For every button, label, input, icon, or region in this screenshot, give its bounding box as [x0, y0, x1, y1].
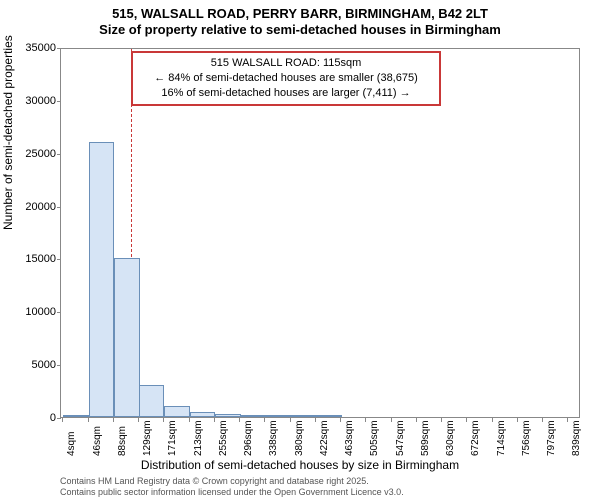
- y-tick-label: 35000: [16, 42, 56, 54]
- x-tick-mark: [214, 418, 215, 422]
- y-tick-label: 5000: [16, 359, 56, 371]
- y-tick-label: 30000: [16, 95, 56, 107]
- x-tick-label: 589sqm: [420, 420, 431, 456]
- histogram-bar: [240, 415, 265, 417]
- histogram-bar: [114, 258, 139, 417]
- x-tick-mark: [163, 418, 164, 422]
- x-tick-mark: [290, 418, 291, 422]
- x-tick-mark: [264, 418, 265, 422]
- callout-line3: 16% of semi-detached houses are larger (…: [139, 86, 433, 101]
- y-tick-label: 20000: [16, 201, 56, 213]
- x-tick-mark: [466, 418, 467, 422]
- y-axis-title: Number of semi-detached properties: [1, 35, 15, 230]
- x-tick-label: 463sqm: [344, 420, 355, 456]
- y-tick-label: 10000: [16, 306, 56, 318]
- footer: Contains HM Land Registry data © Crown c…: [60, 476, 404, 499]
- y-tick-label: 0: [16, 412, 56, 424]
- callout-line2: ← 84% of semi-detached houses are smalle…: [139, 71, 433, 86]
- x-tick-mark: [492, 418, 493, 422]
- y-tick-mark: [57, 365, 61, 366]
- x-tick-label: 380sqm: [294, 420, 305, 456]
- y-tick-mark: [57, 418, 61, 419]
- title-line2: Size of property relative to semi-detach…: [0, 22, 600, 38]
- x-tick-label: 296sqm: [243, 420, 254, 456]
- x-tick-mark: [189, 418, 190, 422]
- x-tick-label: 839sqm: [571, 420, 582, 456]
- chart-container: 515, WALSALL ROAD, PERRY BARR, BIRMINGHA…: [0, 0, 600, 500]
- x-tick-mark: [416, 418, 417, 422]
- histogram-bar: [265, 415, 290, 417]
- x-tick-label: 4sqm: [66, 432, 77, 456]
- x-tick-label: 630sqm: [445, 420, 456, 456]
- x-tick-mark: [365, 418, 366, 422]
- histogram-bar: [215, 414, 240, 417]
- histogram-bar: [316, 415, 341, 417]
- x-tick-label: 422sqm: [319, 420, 330, 456]
- x-tick-mark: [542, 418, 543, 422]
- histogram-bar: [164, 406, 189, 417]
- histogram-bar: [291, 415, 316, 417]
- x-tick-mark: [239, 418, 240, 422]
- footer-line1: Contains HM Land Registry data © Crown c…: [60, 476, 404, 487]
- histogram-bar: [190, 412, 215, 417]
- x-tick-mark: [340, 418, 341, 422]
- y-tick-mark: [57, 259, 61, 260]
- callout-box: 515 WALSALL ROAD: 115sqm ← 84% of semi-d…: [131, 51, 441, 106]
- x-tick-mark: [567, 418, 568, 422]
- x-tick-label: 338sqm: [268, 420, 279, 456]
- x-tick-mark: [315, 418, 316, 422]
- x-tick-mark: [138, 418, 139, 422]
- x-axis-title: Distribution of semi-detached houses by …: [0, 458, 600, 472]
- x-tick-label: 213sqm: [193, 420, 204, 456]
- x-tick-label: 797sqm: [546, 420, 557, 456]
- footer-line2: Contains public sector information licen…: [60, 487, 404, 498]
- y-tick-mark: [57, 312, 61, 313]
- x-tick-mark: [113, 418, 114, 422]
- x-tick-mark: [62, 418, 63, 422]
- y-tick-mark: [57, 207, 61, 208]
- y-tick-mark: [57, 48, 61, 49]
- x-tick-label: 88sqm: [117, 426, 128, 456]
- x-tick-label: 505sqm: [369, 420, 380, 456]
- callout-line1: 515 WALSALL ROAD: 115sqm: [139, 56, 433, 71]
- y-tick-label: 25000: [16, 148, 56, 160]
- plot-area: 515 WALSALL ROAD: 115sqm ← 84% of semi-d…: [60, 48, 580, 418]
- title-block: 515, WALSALL ROAD, PERRY BARR, BIRMINGHA…: [0, 0, 600, 39]
- x-tick-mark: [391, 418, 392, 422]
- x-tick-label: 756sqm: [521, 420, 532, 456]
- x-tick-label: 255sqm: [218, 420, 229, 456]
- x-tick-label: 714sqm: [496, 420, 507, 456]
- x-tick-mark: [517, 418, 518, 422]
- histogram-bar: [139, 385, 164, 417]
- x-tick-label: 547sqm: [395, 420, 406, 456]
- y-tick-mark: [57, 101, 61, 102]
- x-tick-mark: [88, 418, 89, 422]
- x-tick-label: 672sqm: [470, 420, 481, 456]
- title-line1: 515, WALSALL ROAD, PERRY BARR, BIRMINGHA…: [0, 6, 600, 22]
- y-tick-mark: [57, 154, 61, 155]
- x-tick-mark: [441, 418, 442, 422]
- x-tick-label: 171sqm: [167, 420, 178, 456]
- histogram-bar: [89, 142, 114, 417]
- histogram-bar: [63, 415, 88, 417]
- y-tick-label: 15000: [16, 253, 56, 265]
- x-tick-label: 129sqm: [142, 420, 153, 456]
- x-tick-label: 46sqm: [92, 426, 103, 456]
